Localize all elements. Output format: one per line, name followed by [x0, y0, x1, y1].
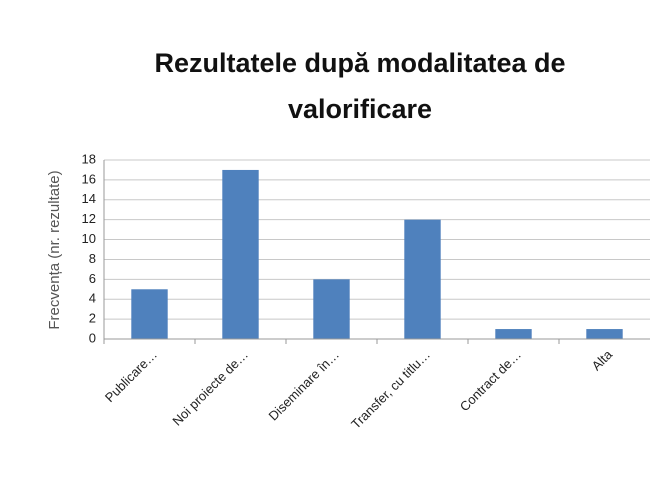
- bar: [495, 329, 532, 339]
- bar: [404, 219, 441, 339]
- y-tick-label: 12: [82, 211, 96, 226]
- bar: [586, 329, 623, 339]
- y-tick-label: 18: [82, 151, 96, 166]
- bar: [313, 279, 350, 339]
- y-tick-label: 0: [89, 330, 96, 345]
- bar: [131, 289, 168, 339]
- x-tick-label: Diseminare în…: [266, 347, 343, 424]
- x-tick-label: Contract de…: [457, 347, 524, 414]
- bar: [222, 169, 259, 339]
- y-tick-label: 14: [82, 191, 96, 206]
- y-tick-label: 6: [89, 271, 96, 286]
- chart-title: Rezultatele după modalitatea de valorifi…: [154, 48, 566, 124]
- x-tick-label: Publicare…: [102, 347, 160, 405]
- x-tick-label: Transfer, cu titlu…: [348, 347, 433, 432]
- y-tick-label: 2: [89, 311, 96, 326]
- x-tick-label: Alta: [589, 346, 616, 373]
- y-tick-label: 8: [89, 251, 96, 266]
- y-tick-label: 4: [89, 291, 96, 306]
- x-tick-label: Noi proiecte de…: [169, 347, 251, 429]
- y-axis-label: Frecvența (nr. rezultate): [46, 170, 63, 329]
- y-tick-label: 10: [82, 231, 96, 246]
- y-tick-label: 16: [82, 171, 96, 186]
